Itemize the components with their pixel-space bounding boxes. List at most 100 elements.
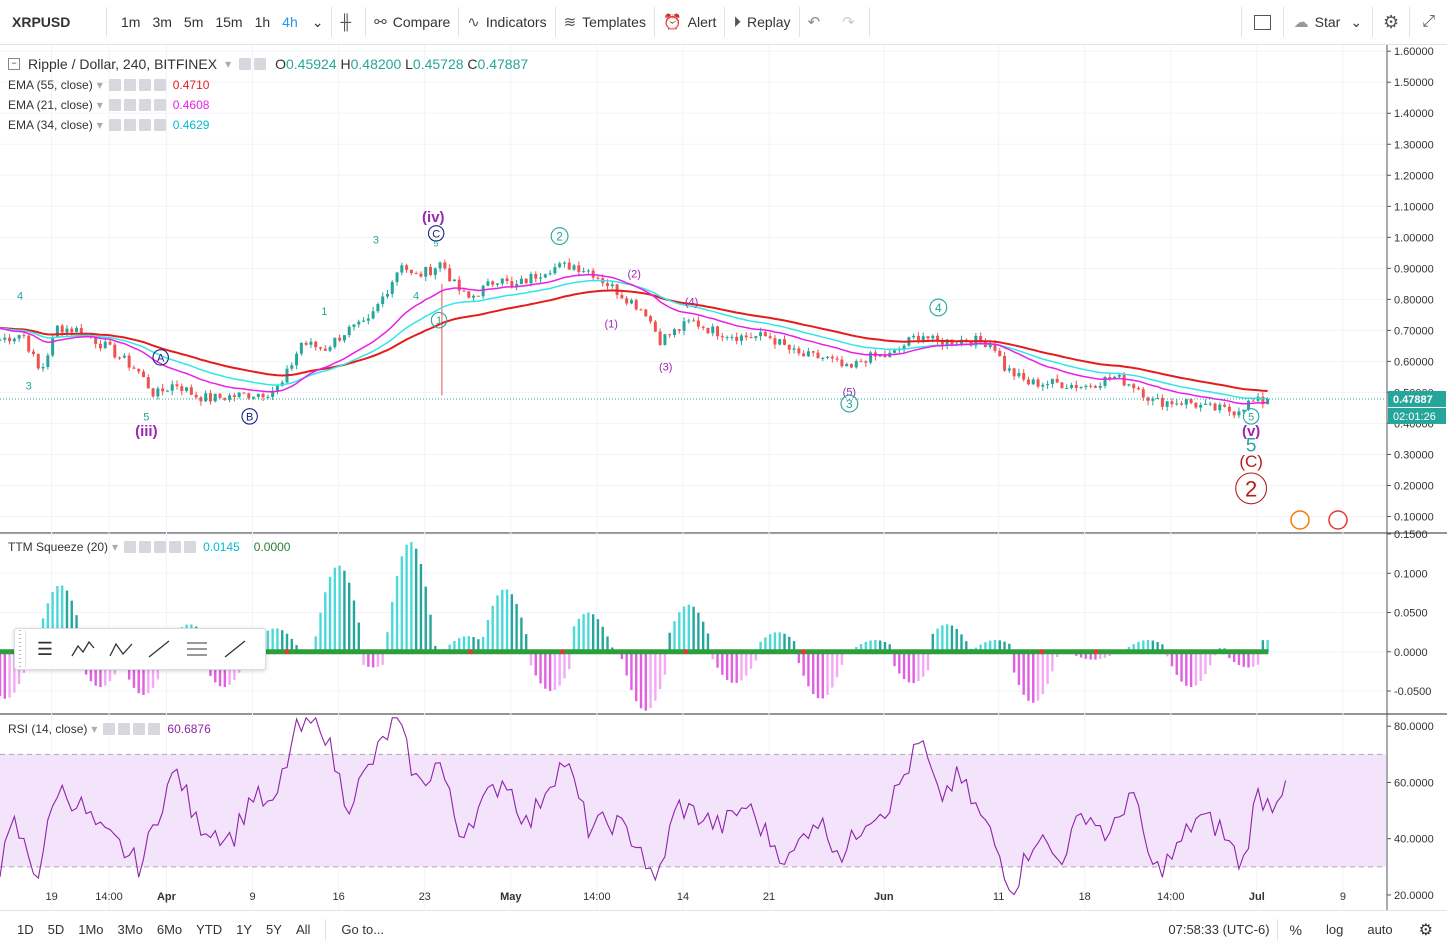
log-scale-toggle[interactable]: log <box>1325 922 1344 937</box>
ttm-bar <box>1247 651 1250 668</box>
plus-icon[interactable] <box>169 541 182 553</box>
indicators-button[interactable]: ∿ Indicators <box>459 0 554 44</box>
eye-icon[interactable] <box>103 723 116 735</box>
close-icon[interactable] <box>153 79 166 91</box>
path-tool[interactable] <box>216 630 254 668</box>
gear-icon[interactable] <box>254 58 267 70</box>
plus-icon[interactable] <box>138 99 151 111</box>
replay-button[interactable]: ⏵ Replay <box>725 0 798 44</box>
star-button[interactable]: ☁ Star ⌄ <box>1284 0 1372 44</box>
braces-icon[interactable] <box>154 541 167 553</box>
horizontal-lines-tool[interactable]: ☰ <box>26 630 64 668</box>
candle <box>1170 401 1174 405</box>
plus-icon[interactable] <box>138 79 151 91</box>
candle <box>98 343 102 349</box>
clock[interactable]: 07:58:33 (UTC-6) <box>1168 922 1270 937</box>
ttm-bar <box>51 592 54 652</box>
chart-area[interactable]: 0.100000.200000.300000.400000.500000.600… <box>0 45 1447 910</box>
eye-icon[interactable] <box>108 119 121 131</box>
range-1d[interactable]: 1D <box>17 922 34 937</box>
range-5d[interactable]: 5D <box>47 922 65 937</box>
timeframe-5m[interactable]: 5m <box>183 14 204 30</box>
chart-settings-button[interactable]: ⚙ <box>1405 920 1447 940</box>
ttm-tick-label: 0.1500 <box>1394 529 1428 541</box>
legend-dropdown-icon[interactable]: ▾ <box>225 57 232 71</box>
ttm-bar <box>1185 651 1188 686</box>
ttm-legend[interactable]: TTM Squeeze (20) ▾ 0.0145 0.0000 <box>8 540 290 554</box>
gear-icon[interactable] <box>118 723 131 735</box>
timeframe-3m[interactable]: 3m <box>152 14 172 30</box>
alert-button[interactable]: ⏰ Alert <box>655 0 724 44</box>
close-icon[interactable] <box>148 723 161 735</box>
compare-button[interactable]: ⚯ Compare <box>366 0 458 44</box>
candle <box>649 316 653 322</box>
gear-icon[interactable] <box>123 79 136 91</box>
candle <box>553 267 557 274</box>
ema21-legend[interactable]: EMA (21, close) ▾ 0.4608 <box>8 98 209 112</box>
range-5y[interactable]: 5Y <box>266 922 282 937</box>
trend-line-tool[interactable] <box>140 630 178 668</box>
ttm-bar <box>979 644 982 652</box>
elliott-impulse-tool[interactable] <box>64 630 102 668</box>
close-icon[interactable] <box>153 119 166 131</box>
collapse-legend-icon[interactable]: − <box>8 58 20 70</box>
range-1mo[interactable]: 1Mo <box>78 922 104 937</box>
fib-tool[interactable] <box>178 630 216 668</box>
plus-icon[interactable] <box>138 119 151 131</box>
eye-icon[interactable] <box>239 58 252 70</box>
chevron-down-icon: ▾ <box>96 78 103 92</box>
candle <box>429 266 433 275</box>
candle <box>1218 404 1222 411</box>
ema34-legend[interactable]: EMA (34, close) ▾ 0.4629 <box>8 118 209 132</box>
right-tools: ☁ Star ⌄ ⚙ ⤢ <box>1240 0 1447 44</box>
symbol-search[interactable]: XRPUSD <box>12 14 71 30</box>
eye-icon[interactable] <box>108 99 121 111</box>
gear-icon[interactable] <box>139 541 152 553</box>
elliott-correction-tool[interactable] <box>102 630 140 668</box>
range-1y[interactable]: 1Y <box>236 922 253 937</box>
plus-icon[interactable] <box>133 723 146 735</box>
candle <box>524 278 528 284</box>
timeframe-dropdown-icon[interactable]: ⌄ <box>311 13 324 30</box>
goto-button[interactable]: Go to... <box>341 922 385 937</box>
timeframe-1m[interactable]: 1m <box>121 14 141 30</box>
fullscreen-box-button[interactable] <box>1242 0 1283 44</box>
gear-icon[interactable] <box>123 119 136 131</box>
eye-icon[interactable] <box>124 541 137 553</box>
wave-label: A <box>157 352 165 364</box>
timeframe-15m[interactable]: 15m <box>215 14 243 30</box>
undo-button[interactable]: ↶ <box>800 0 835 44</box>
templates-button[interactable]: ≋ Templates <box>556 0 654 44</box>
expand-button[interactable]: ⤢ <box>1410 0 1447 44</box>
range-6mo[interactable]: 6Mo <box>156 922 183 937</box>
ttm-bars <box>0 542 1269 711</box>
percent-scale-toggle[interactable]: % <box>1289 921 1302 938</box>
timeframe-4h[interactable]: 4h <box>282 14 298 30</box>
ttm-bar <box>486 620 490 652</box>
timeframe-group: 1m 3m 5m 15m 1h 4h <box>107 0 304 44</box>
range-ytd[interactable]: YTD <box>196 922 223 937</box>
ema55-legend[interactable]: EMA (55, close) ▾ 0.4710 <box>8 78 209 92</box>
auto-scale-toggle[interactable]: auto <box>1367 922 1393 937</box>
gear-icon[interactable] <box>123 99 136 111</box>
range-all[interactable]: All <box>295 922 311 937</box>
redo-button[interactable]: ↷ <box>834 0 869 44</box>
ttm-bar <box>768 634 772 652</box>
rsi-legend[interactable]: RSI (14, close) ▾ 60.6876 <box>8 722 211 736</box>
timeframe-1h[interactable]: 1h <box>254 14 271 30</box>
eye-icon[interactable] <box>108 79 121 91</box>
drag-handle[interactable] <box>15 630 26 668</box>
ttm-bar <box>1252 651 1255 667</box>
range-3mo[interactable]: 3Mo <box>117 922 143 937</box>
chevron-down-icon: ▾ <box>96 98 103 112</box>
ttm-bar <box>812 651 815 695</box>
ttm-bar <box>496 595 499 652</box>
chart-type-button[interactable]: ╫ <box>332 0 365 44</box>
candle <box>232 395 236 397</box>
settings-button[interactable]: ⚙ <box>1373 0 1409 44</box>
close-icon[interactable] <box>153 99 166 111</box>
wave-label: 4 <box>935 301 942 315</box>
candle <box>759 332 763 337</box>
time-tick-label: 14:00 <box>95 891 123 903</box>
close-icon[interactable] <box>184 541 197 553</box>
